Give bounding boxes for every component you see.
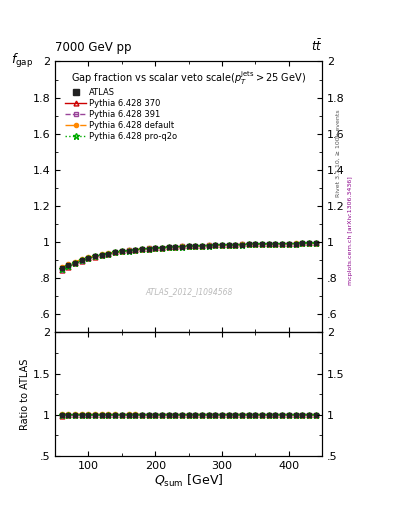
X-axis label: $Q_{\rm sum}$ [GeV]: $Q_{\rm sum}$ [GeV] [154, 473, 223, 489]
Text: Gap fraction vs scalar veto scale($p_T^{\rm jets}>25$ GeV): Gap fraction vs scalar veto scale($p_T^{… [71, 70, 306, 88]
Text: ATLAS_2012_I1094568: ATLAS_2012_I1094568 [145, 287, 232, 296]
Y-axis label: $f_{\rm gap}$: $f_{\rm gap}$ [11, 52, 34, 71]
Legend: ATLAS, Pythia 6.428 370, Pythia 6.428 391, Pythia 6.428 default, Pythia 6.428 pr: ATLAS, Pythia 6.428 370, Pythia 6.428 39… [62, 84, 181, 144]
Text: Rivet 3.1.10, ≥ 100k events: Rivet 3.1.10, ≥ 100k events [336, 110, 341, 198]
Text: mcplots.cern.ch [arXiv:1306.3436]: mcplots.cern.ch [arXiv:1306.3436] [348, 176, 353, 285]
Text: $t\bar{t}$: $t\bar{t}$ [311, 38, 322, 54]
Text: 7000 GeV pp: 7000 GeV pp [55, 41, 132, 54]
Y-axis label: Ratio to ATLAS: Ratio to ATLAS [20, 358, 30, 430]
